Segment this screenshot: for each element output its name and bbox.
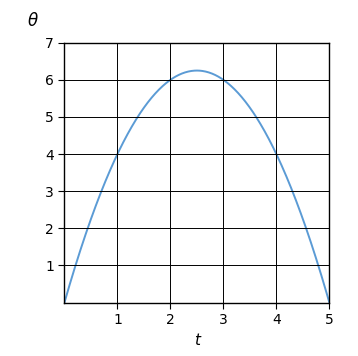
Y-axis label: θ: θ bbox=[28, 12, 38, 30]
X-axis label: t: t bbox=[194, 333, 200, 347]
